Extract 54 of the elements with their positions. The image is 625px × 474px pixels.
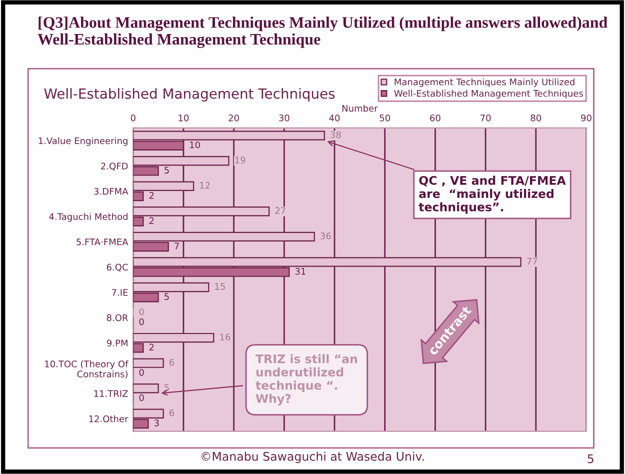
data-label: 15: [215, 283, 225, 290]
data-label: 36: [320, 232, 331, 240]
y-tick-label: 3.DFMA: [94, 188, 128, 195]
chart-title: [Q3]About Management Techniques Mainly Utilized (multiple answers allowed)and Well-Established Management Technique: [38, 16, 608, 48]
x-axis-title: Number: [342, 104, 378, 112]
legend-label: Well-Established Management Techniques: [394, 90, 583, 99]
x-tick-label: 30: [279, 114, 290, 122]
data-label: 2: [149, 344, 154, 350]
x-tick-label: 10: [178, 114, 189, 122]
y-tick-label: 2.QFD: [101, 162, 128, 170]
data-label: 31: [295, 268, 306, 275]
data-label: 0: [139, 394, 144, 402]
data-label: 5: [164, 293, 169, 300]
x-tick-label: 80: [530, 114, 542, 122]
data-label: 77: [527, 258, 538, 264]
annotation: QC , VE and FTA/FMEA are “mainly utilized techniques”.: [418, 176, 566, 214]
data-label: 7: [174, 242, 179, 250]
y-tick-label: 10.TOC (Theory Of Constrains): [45, 360, 128, 378]
y-tick-label: 11.TRIZ: [94, 390, 128, 397]
x-tick-label: 60: [430, 114, 440, 122]
legend-label: Management Techniques Mainly Utilized: [394, 78, 574, 88]
data-label: 10: [190, 141, 200, 148]
y-tick-label: 7.IE: [112, 289, 128, 296]
x-tick-label: 40: [329, 114, 340, 122]
data-label: 0: [139, 368, 144, 376]
x-tick-label: 20: [228, 114, 239, 122]
data-label: 2: [149, 217, 154, 224]
text: 5: [588, 454, 594, 464]
y-tick-label: 1.Value Engineering: [38, 137, 128, 146]
data-label: 5: [164, 166, 169, 174]
y-tick-label: 6.QC: [106, 264, 128, 272]
data-label: 38: [330, 131, 341, 138]
x-tick-label: 90: [581, 114, 592, 122]
data-label: 16: [220, 334, 230, 340]
data-label: 19: [235, 156, 246, 164]
y-tick-label: 9.PM: [106, 340, 128, 346]
data-label: 6: [170, 409, 174, 416]
x-tick-label: 70: [480, 114, 491, 122]
data-label: 12: [200, 182, 210, 189]
x-tick-label: 50: [380, 114, 390, 122]
data-label: 27: [275, 207, 286, 214]
data-label: 3: [154, 420, 159, 426]
y-tick-label: 5.FTA·FMEA: [76, 238, 128, 246]
data-label: 0: [139, 318, 144, 326]
data-label: 2: [149, 192, 154, 199]
data-label: 0: [139, 308, 144, 316]
y-tick-label: 4.Taguchi Method: [49, 213, 128, 222]
annotation: TRIZ is still “an underutilized technique “. Why?: [256, 354, 357, 406]
chart-subtitle: Well-Established Management Techniques: [44, 88, 335, 102]
x-tick-label: 0: [130, 114, 136, 122]
y-tick-label: 8.OR: [106, 314, 128, 322]
data-label: 6: [170, 358, 174, 366]
y-tick-label: 12.Other: [89, 415, 128, 422]
text: ©Manabu Sawaguchi at Waseda Univ.: [202, 452, 424, 464]
